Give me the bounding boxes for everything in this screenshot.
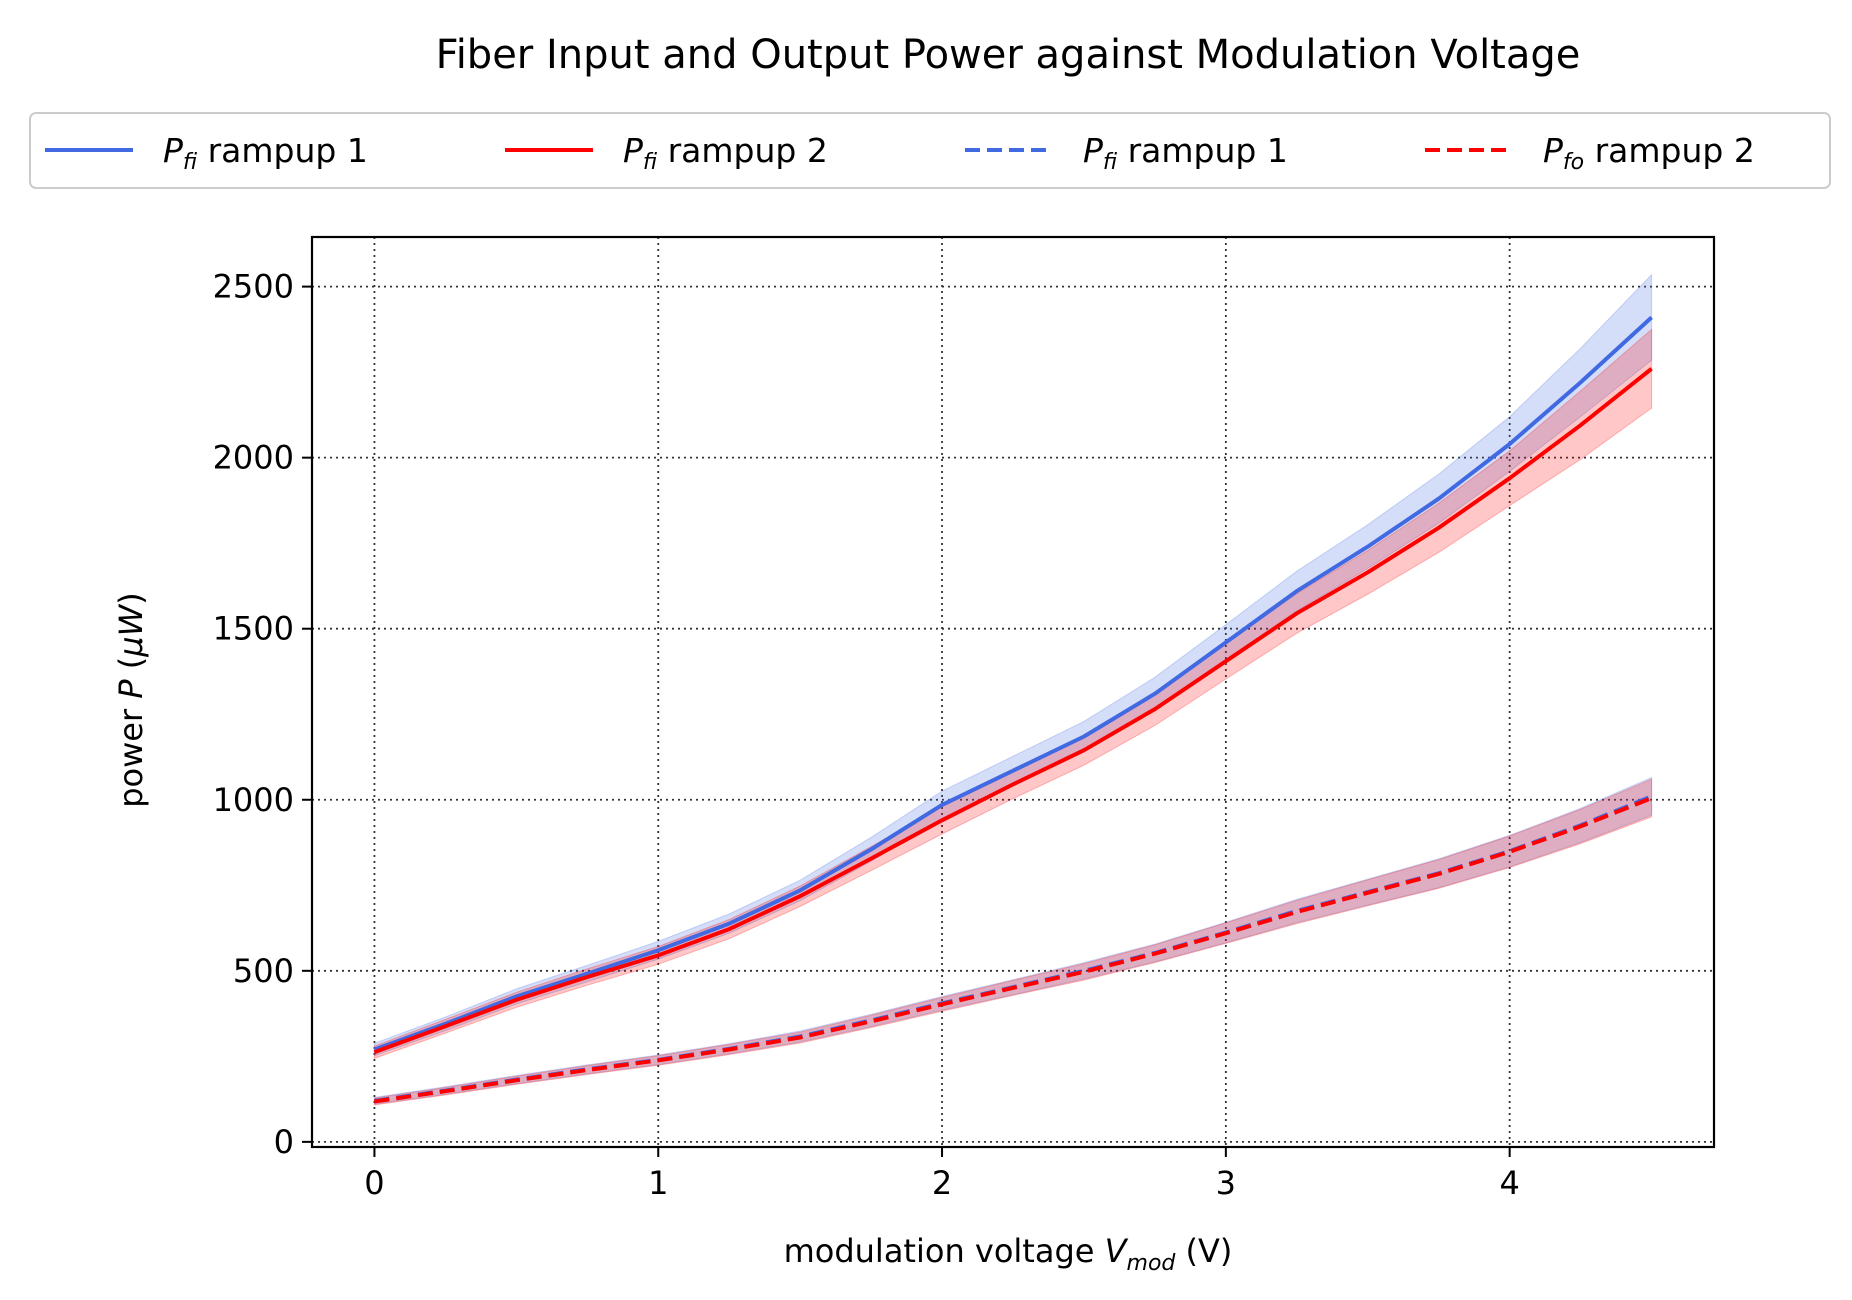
plot-frame <box>310 235 1716 1149</box>
x-tick-label: 4 <box>1499 1164 1519 1202</box>
y-tick-label: 1500 <box>213 610 294 648</box>
x-tick-label: 0 <box>364 1164 384 1202</box>
series-2-line <box>373 367 1653 1055</box>
chart-title: Fiber Input and Output Power against Mod… <box>436 32 1581 78</box>
series-4-band <box>373 778 1653 1106</box>
legend: Pfi rampup 1 Pfi rampup 2 Pfi rampup 1 Pfo … <box>29 112 1831 189</box>
series-1-band <box>373 273 1653 1057</box>
y-axis-label: power P (μW) <box>112 592 150 808</box>
legend-label: Pfi rampup 1 <box>1083 131 1288 175</box>
axis-ticks: 0 1 2 3 4 0 500 1000 1500 2000 2500 <box>213 268 1520 1202</box>
series-3-band <box>373 776 1653 1105</box>
legend-label: Pfi rampup 2 <box>623 131 828 175</box>
legend-box <box>29 112 1831 189</box>
legend-label: Pfo rampup 2 <box>1543 131 1755 175</box>
grid <box>312 237 1714 1147</box>
series-lines <box>373 315 1653 1104</box>
series-2-band <box>373 328 1653 1060</box>
y-tick-label: 2500 <box>213 268 294 306</box>
y-tick-label: 1000 <box>213 781 294 819</box>
series-1-line <box>373 315 1653 1052</box>
x-tick-label: 2 <box>932 1164 952 1202</box>
x-tick-label: 3 <box>1216 1164 1236 1202</box>
series-4-line <box>374 796 1653 1104</box>
x-axis-label: modulation voltage Vmod (V) <box>784 1232 1233 1276</box>
confidence-bands <box>373 273 1653 1106</box>
y-tick-label: 500 <box>233 952 294 990</box>
y-tick-label: 2000 <box>213 439 294 477</box>
x-tick-label: 1 <box>648 1164 668 1202</box>
series-3-line <box>374 794 1653 1103</box>
legend-label: Pfi rampup 1 <box>163 131 368 175</box>
y-tick-label: 0 <box>274 1123 294 1161</box>
